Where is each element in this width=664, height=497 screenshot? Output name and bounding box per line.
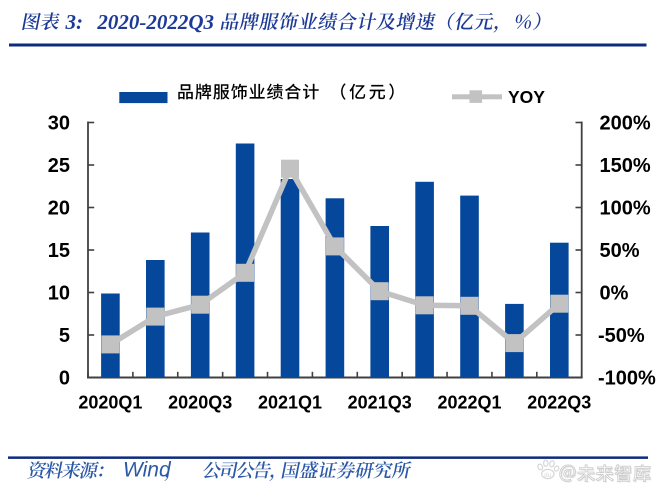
svg-text:100%: 100% [600, 198, 651, 220]
svg-text:50%: 50% [600, 240, 640, 262]
svg-text:3:: 3: [65, 10, 84, 34]
svg-text:2022Q1: 2022Q1 [437, 393, 501, 413]
svg-text:2020-2022Q3: 2020-2022Q3 [96, 10, 214, 34]
svg-text:25: 25 [48, 155, 70, 177]
svg-text:2021Q3: 2021Q3 [348, 393, 412, 413]
svg-text:10: 10 [48, 283, 70, 305]
svg-text:-100%: -100% [598, 368, 656, 390]
svg-text:15: 15 [48, 240, 70, 262]
svg-text:0: 0 [59, 368, 70, 390]
svg-text:150%: 150% [600, 155, 651, 177]
svg-text:du: du [544, 472, 552, 479]
svg-text:2020Q1: 2020Q1 [78, 393, 142, 413]
svg-text:20: 20 [48, 198, 70, 220]
svg-text:2020Q3: 2020Q3 [168, 393, 232, 413]
svg-text:0%: 0% [600, 283, 629, 305]
svg-text:YOY: YOY [508, 87, 545, 107]
svg-text:200%: 200% [600, 113, 651, 135]
svg-text:30: 30 [48, 113, 70, 135]
svg-text:2021Q1: 2021Q1 [258, 393, 322, 413]
svg-text:Wind: Wind [123, 459, 172, 482]
svg-text:5: 5 [59, 325, 70, 347]
svg-text:-50%: -50% [598, 325, 645, 347]
svg-text:2022Q3: 2022Q3 [527, 393, 591, 413]
